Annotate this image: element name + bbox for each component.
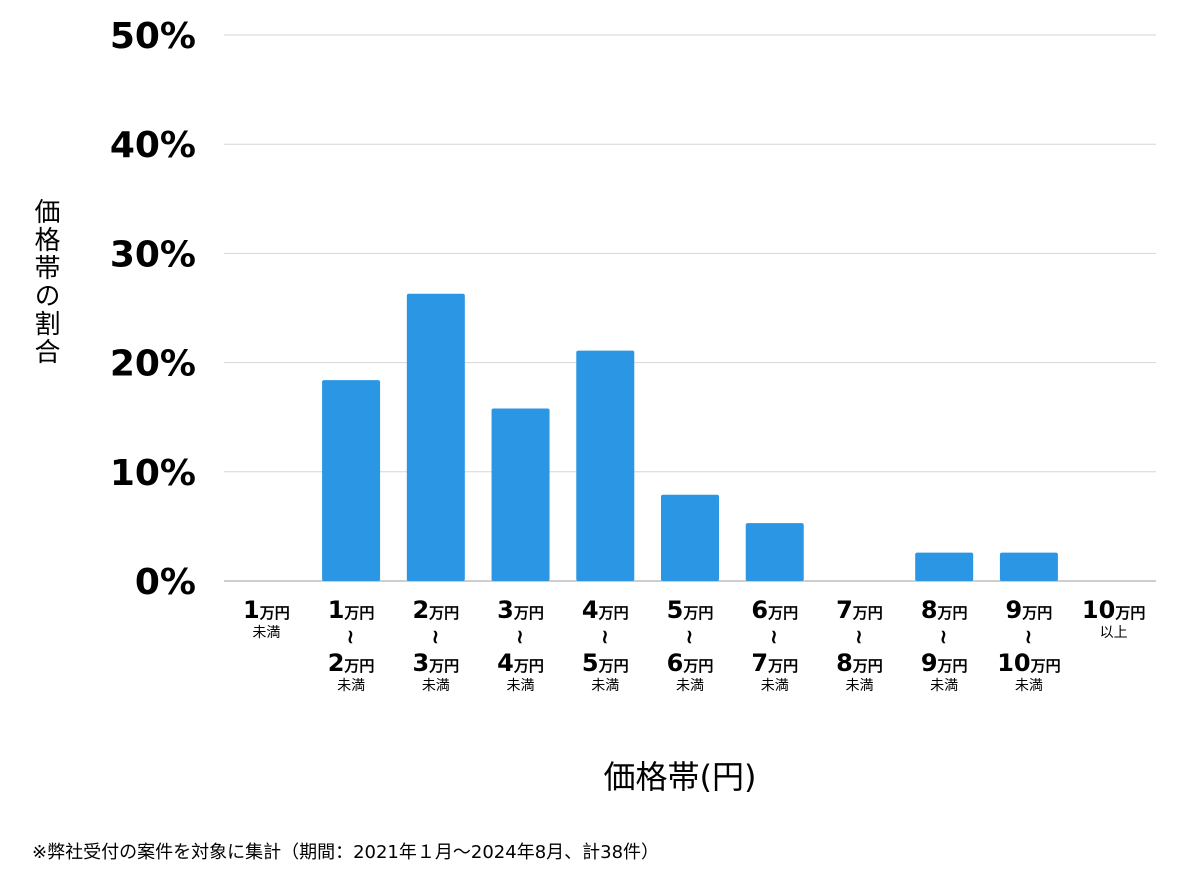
- x-axis-label: 価格帯(円): [603, 758, 757, 796]
- y-tick-label: 30%: [110, 234, 196, 275]
- bar: [576, 350, 635, 581]
- range-mark: ~: [763, 629, 787, 646]
- x-tick-value: 1万円: [243, 596, 290, 624]
- range-mark: ~: [932, 629, 956, 646]
- y-tick-label: 50%: [110, 16, 196, 57]
- x-tick-labels: 1万円未満1万円~2万円未満2万円~3万円未満3万円~4万円未満4万円~5万円未…: [243, 596, 1145, 694]
- bar: [999, 552, 1058, 581]
- x-tick-value: 5万円: [582, 649, 629, 677]
- bar: [661, 494, 719, 581]
- x-tick-suffix: 未満: [761, 678, 789, 694]
- footnote: ※弊社受付の案件を対象に集計（期間：2021年１月～2024年8月、計38件）: [32, 842, 660, 863]
- x-tick-suffix: 未満: [591, 678, 619, 694]
- range-mark: ~: [847, 629, 871, 646]
- x-tick-suffix: 未満: [252, 625, 280, 641]
- y-tick-label: 20%: [110, 344, 196, 385]
- x-tick-value: 9万円: [921, 649, 968, 677]
- bar: [322, 380, 381, 581]
- x-tick-value: 3万円: [412, 649, 459, 677]
- x-tick-suffix: 未満: [422, 678, 450, 694]
- range-mark: ~: [593, 629, 617, 646]
- x-tick-value: 4万円: [497, 649, 544, 677]
- x-tick-value: 4万円: [582, 596, 629, 624]
- x-tick-value: 10万円: [997, 649, 1060, 677]
- x-tick-suffix: 未満: [930, 678, 958, 694]
- x-tick-suffix: 未満: [507, 678, 535, 694]
- x-tick-value: 5万円: [667, 596, 714, 624]
- y-axis-label: 価格帯の割合: [30, 198, 60, 366]
- x-tick-value: 7万円: [751, 649, 798, 677]
- x-tick-value: 6万円: [751, 596, 798, 624]
- y-tick-labels: 0% 10% 20% 30% 40% 50%: [110, 16, 196, 603]
- x-tick-value: 3万円: [497, 596, 544, 624]
- x-tick-suffix: 未満: [845, 678, 873, 694]
- bars: [322, 293, 1058, 581]
- x-tick-suffix: 未満: [337, 678, 365, 694]
- range-mark: ~: [678, 629, 702, 646]
- x-tick-value: 7万円: [836, 596, 883, 624]
- range-mark: ~: [424, 629, 448, 646]
- bar: [745, 523, 804, 581]
- x-tick-value: 6万円: [667, 649, 714, 677]
- bar: [491, 408, 550, 581]
- x-tick-value: 1万円: [328, 596, 375, 624]
- y-tick-label: 0%: [135, 562, 196, 603]
- x-tick-value: 8万円: [921, 596, 968, 624]
- x-tick-suffix: 未満: [1015, 678, 1043, 694]
- x-tick-value: 2万円: [328, 649, 375, 677]
- range-mark: ~: [339, 629, 363, 646]
- x-tick-suffix: 未満: [676, 678, 704, 694]
- x-tick-value: 8万円: [836, 649, 883, 677]
- range-mark: ~: [1017, 629, 1041, 646]
- x-tick-value: 10万円: [1082, 596, 1145, 624]
- range-mark: ~: [509, 629, 533, 646]
- y-tick-label: 10%: [110, 453, 196, 494]
- x-tick-value: 2万円: [412, 596, 459, 624]
- x-tick-value: 9万円: [1006, 596, 1053, 624]
- x-tick-suffix: 以上: [1100, 625, 1128, 641]
- bar: [406, 293, 465, 581]
- y-tick-label: 40%: [110, 125, 196, 166]
- bar: [915, 552, 974, 581]
